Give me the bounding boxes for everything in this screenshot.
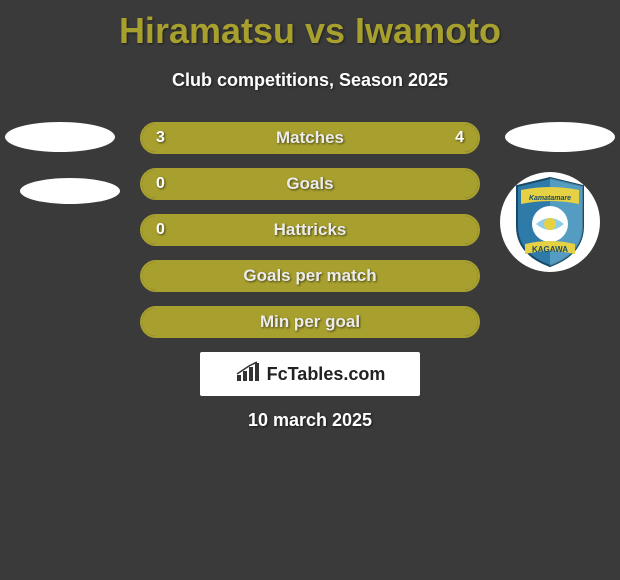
bar-hattricks: 0 Hattricks <box>140 214 480 246</box>
bar-label: Goals per match <box>243 266 376 286</box>
team-right-badge: Kamatamare KAGAWA <box>500 172 600 272</box>
bar-matches: 3 Matches 4 <box>140 122 480 154</box>
bar-value-left: 0 <box>156 175 165 193</box>
date-label: 10 march 2025 <box>248 410 372 431</box>
bar-goals-per-match: Goals per match <box>140 260 480 292</box>
watermark-text: FcTables.com <box>267 364 386 385</box>
svg-text:Kamatamare: Kamatamare <box>529 195 571 202</box>
stats-bars: 3 Matches 4 0 Goals 0 Hattricks Goals pe… <box>140 122 480 352</box>
bar-value-left: 0 <box>156 221 165 239</box>
page-title: Hiramatsu vs Iwamoto <box>0 0 620 52</box>
bar-goals: 0 Goals <box>140 168 480 200</box>
bar-label: Goals <box>286 174 333 194</box>
team-left-placeholder-2 <box>20 178 120 204</box>
bar-value-left: 3 <box>156 129 165 147</box>
bar-value-right: 4 <box>455 129 464 147</box>
team-left-placeholder-1 <box>5 122 115 152</box>
svg-text:KAGAWA: KAGAWA <box>532 245 568 254</box>
bar-min-per-goal: Min per goal <box>140 306 480 338</box>
shield-icon: Kamatamare KAGAWA <box>511 176 589 268</box>
bar-label: Min per goal <box>260 312 360 332</box>
bar-label: Matches <box>276 128 344 148</box>
team-right-placeholder-1 <box>505 122 615 152</box>
watermark: FcTables.com <box>200 352 420 396</box>
page-subtitle: Club competitions, Season 2025 <box>0 70 620 91</box>
bar-label: Hattricks <box>274 220 347 240</box>
bar-chart-icon <box>235 361 261 388</box>
